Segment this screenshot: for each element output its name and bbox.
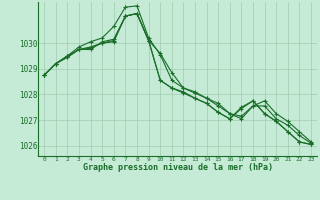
X-axis label: Graphe pression niveau de la mer (hPa): Graphe pression niveau de la mer (hPa)	[83, 163, 273, 172]
